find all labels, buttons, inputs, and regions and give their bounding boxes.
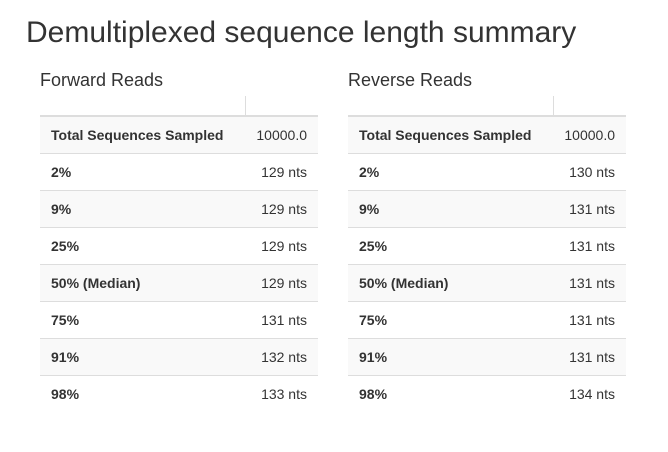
table-row: 2% 129 nts — [40, 153, 318, 191]
row-value: 130 nts — [553, 153, 626, 191]
row-label: Total Sequences Sampled — [348, 115, 553, 154]
table-row: 75% 131 nts — [40, 301, 318, 339]
page-title: Demultiplexed sequence length summary — [26, 16, 577, 49]
row-label: 98% — [348, 375, 553, 412]
row-value: 131 nts — [245, 301, 318, 339]
row-label: 98% — [40, 375, 245, 412]
row-label: 25% — [348, 227, 553, 265]
row-value: 133 nts — [245, 375, 318, 412]
row-value: 132 nts — [245, 338, 318, 376]
header-row — [40, 96, 318, 117]
row-label: 9% — [40, 190, 245, 228]
row-label: 2% — [348, 153, 553, 191]
reads-tables-row: Forward Reads Total Sequences Sampled 100… — [40, 70, 668, 412]
reverse-reads-heading: Reverse Reads — [348, 70, 473, 90]
row-value: 134 nts — [553, 375, 626, 412]
table-row: Total Sequences Sampled 10000.0 — [40, 115, 318, 154]
reverse-reads-panel: Reverse Reads Total Sequences Sampled 100… — [348, 70, 626, 412]
header-row — [348, 96, 626, 117]
row-value: 131 nts — [553, 264, 626, 302]
row-value: 131 nts — [553, 338, 626, 376]
table-row: 2% 130 nts — [348, 153, 626, 191]
header-label-cell — [348, 96, 553, 117]
header-value-cell — [552, 96, 626, 117]
reverse-table-header — [348, 96, 626, 117]
table-row: 50% (Median) 129 nts — [40, 264, 318, 302]
table-row: 9% 129 nts — [40, 190, 318, 228]
row-value: 131 nts — [553, 227, 626, 265]
row-value: 129 nts — [245, 190, 318, 228]
table-row: 91% 132 nts — [40, 338, 318, 376]
row-label: 50% (Median) — [40, 264, 245, 302]
row-value: 10000.0 — [245, 115, 318, 154]
row-label: 50% (Median) — [348, 264, 553, 302]
table-row: 9% 131 nts — [348, 190, 626, 228]
table-row: 25% 129 nts — [40, 227, 318, 265]
forward-table-header — [40, 96, 318, 117]
forward-reads-panel: Forward Reads Total Sequences Sampled 100… — [40, 70, 318, 412]
row-label: 75% — [348, 301, 553, 339]
row-value: 129 nts — [245, 227, 318, 265]
header-label-cell — [40, 96, 245, 117]
table-row: Total Sequences Sampled 10000.0 — [348, 115, 626, 154]
table-row: 91% 131 nts — [348, 338, 626, 376]
row-label: 25% — [40, 227, 245, 265]
row-label: 91% — [348, 338, 553, 376]
header-value-cell — [244, 96, 318, 117]
row-label: 2% — [40, 153, 245, 191]
row-label: 9% — [348, 190, 553, 228]
table-row: 98% 134 nts — [348, 375, 626, 412]
table-row: 98% 133 nts — [40, 375, 318, 412]
row-label: 75% — [40, 301, 245, 339]
forward-reads-heading: Forward Reads — [40, 70, 164, 90]
forward-table-body: Total Sequences Sampled 10000.0 2% 129 nts 9… — [40, 115, 318, 412]
table-row: 25% 131 nts — [348, 227, 626, 265]
forward-reads-table: Total Sequences Sampled 10000.0 2% 129 nts 9… — [40, 96, 318, 412]
reverse-table-body: Total Sequences Sampled 10000.0 2% 130 nts 9… — [348, 115, 626, 412]
table-row: 75% 131 nts — [348, 301, 626, 339]
table-row: 50% (Median) 131 nts — [348, 264, 626, 302]
row-value: 129 nts — [245, 264, 318, 302]
row-label: Total Sequences Sampled — [40, 115, 245, 154]
row-value: 131 nts — [553, 190, 626, 228]
reverse-reads-table: Total Sequences Sampled 10000.0 2% 130 nts 9… — [348, 96, 626, 412]
row-label: 91% — [40, 338, 245, 376]
row-value: 10000.0 — [553, 115, 626, 154]
row-value: 129 nts — [245, 153, 318, 191]
row-value: 131 nts — [553, 301, 626, 339]
